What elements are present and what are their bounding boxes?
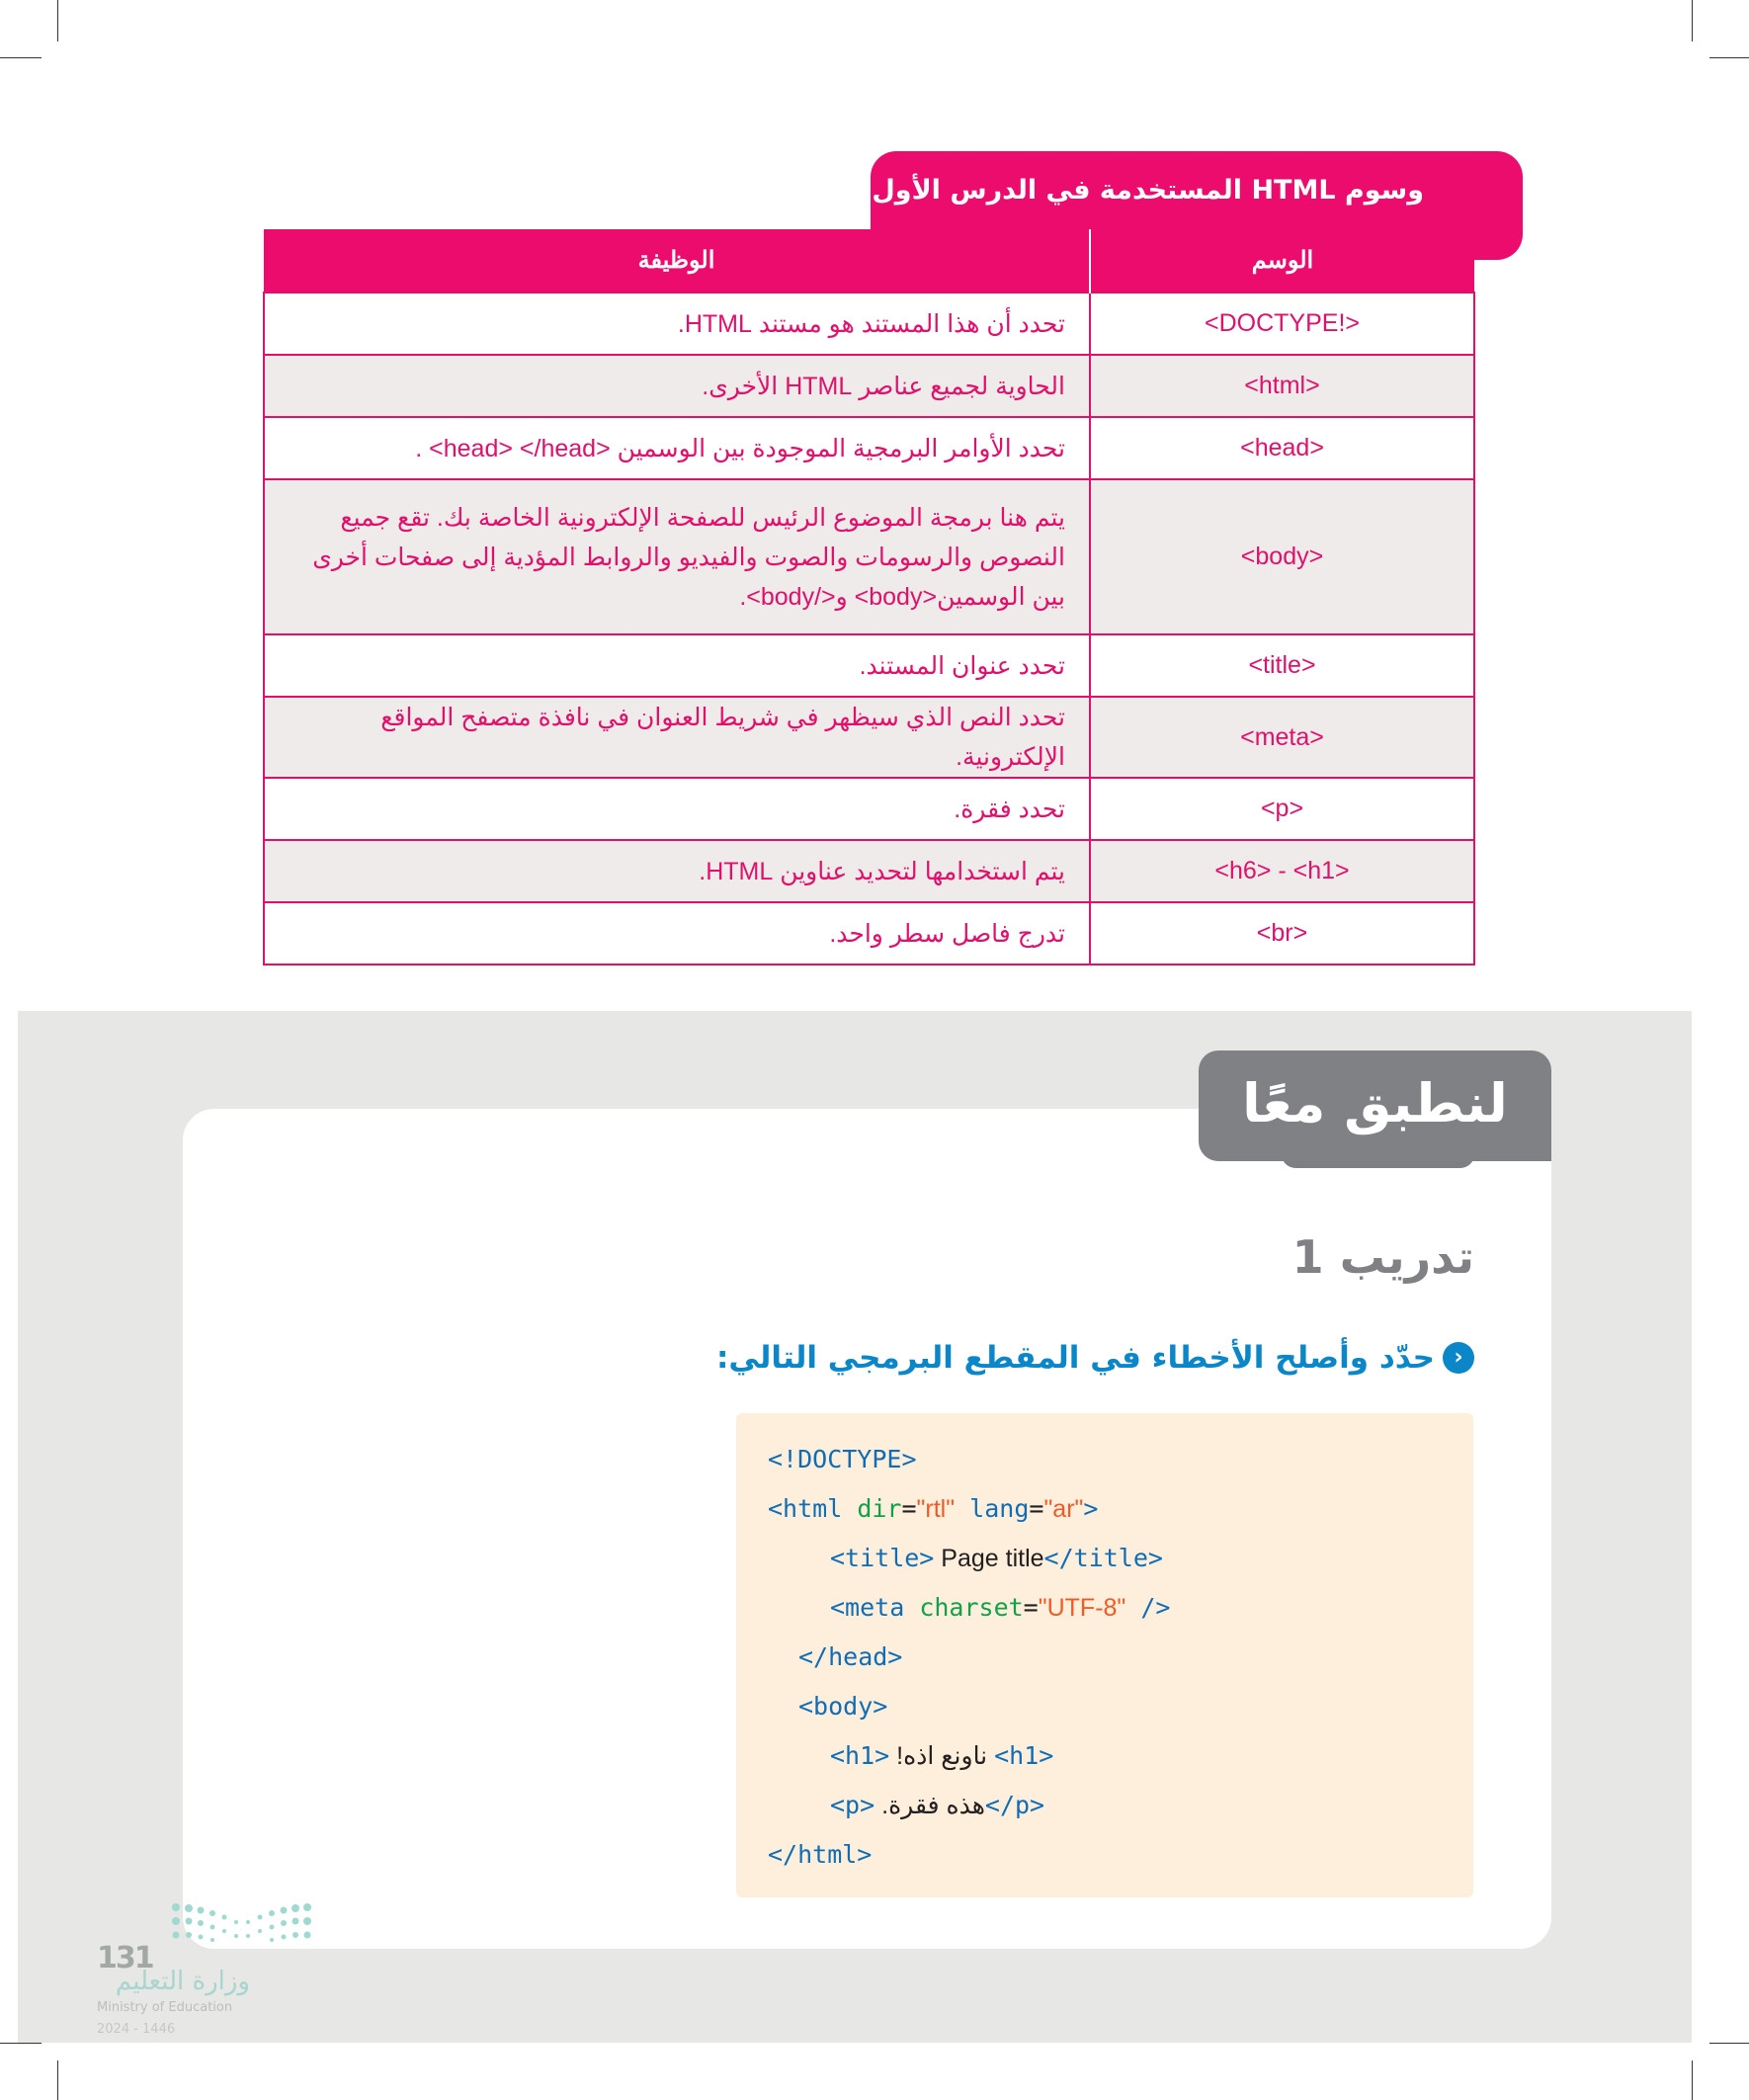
code-line: </head> bbox=[798, 1642, 903, 1671]
tag-cell: <p> bbox=[1089, 777, 1475, 841]
chevron-circle-icon: ‹ bbox=[1443, 1342, 1474, 1374]
function-cell: تحدد الأوامر البرمجية الموجودة بين الوسم… bbox=[263, 416, 1091, 480]
crop-mark bbox=[1692, 0, 1693, 42]
code-snippet: <!DOCTYPE> <html dir="rtl" lang="ar"> <t… bbox=[736, 1413, 1473, 1897]
tag-cell: <head> bbox=[1089, 416, 1475, 480]
table-row: <!DOCTYPE> تحدد أن هذا المستند هو مستند H… bbox=[263, 292, 1475, 356]
function-cell: تحدد النص الذي سيظهر في شريط العنوان في … bbox=[263, 696, 1091, 779]
tag-cell: <body> bbox=[1089, 478, 1475, 635]
code-line: <meta charset="UTF-8" /> bbox=[830, 1593, 1171, 1622]
table-row: <h6> - <h1> يتم استخدامها لتحديد عناوين H… bbox=[263, 839, 1475, 903]
tag-cell: <meta> bbox=[1089, 696, 1475, 779]
crop-mark bbox=[1709, 2043, 1749, 2044]
table-caption: وسوم HTML المستخدمة في الدرس الأول bbox=[872, 175, 1424, 206]
code-line: <p> .هذه فقرة</p> bbox=[830, 1791, 1045, 1819]
html-tags-table: الوسم الوظيفة <!DOCTYPE> تحدد أن هذا المس… bbox=[263, 229, 1475, 966]
header-function: الوظيفة bbox=[264, 229, 1090, 293]
crop-mark bbox=[0, 57, 42, 58]
instruction-text: حدّد وأصلح الأخطاء في المقطع البرمجي الت… bbox=[716, 1340, 1435, 1376]
tag-cell: <br> bbox=[1089, 901, 1475, 966]
tag-cell: <title> bbox=[1089, 633, 1475, 698]
table-row: <body> يتم هنا برمجة الموضوع الرئيس للصفح… bbox=[263, 478, 1475, 635]
instruction: ‹ حدّد وأصلح الأخطاء في المقطع البرمجي ا… bbox=[716, 1340, 1474, 1376]
crop-mark bbox=[57, 2060, 58, 2100]
code-line: <html dir="rtl" lang="ar"> bbox=[768, 1494, 1099, 1523]
ministry-name-en: Ministry of Education bbox=[97, 2000, 233, 2015]
code-line: </html> bbox=[768, 1840, 873, 1869]
crop-mark bbox=[1709, 57, 1749, 58]
ministry-logo: 131 وزارة التعليم Ministry of Education … bbox=[97, 1897, 334, 2046]
code-line: <body> bbox=[798, 1692, 888, 1721]
table-row: <br> تدرج فاصل سطر واحد. bbox=[263, 901, 1475, 966]
tag-cell: <html> bbox=[1089, 354, 1475, 418]
table-row: <title> تحدد عنوان المستند. bbox=[263, 633, 1475, 698]
edition-year: 2024 - 1446 bbox=[97, 2022, 176, 2037]
crop-mark bbox=[1692, 2060, 1693, 2100]
header-tag: الوسم bbox=[1089, 229, 1474, 293]
code-line: <h1> !هذا عنوان <h1> bbox=[830, 1741, 1054, 1770]
table-row: <head> تحدد الأوامر البرمجية الموجودة بين… bbox=[263, 416, 1475, 480]
table-row: <p> تحدد فقرة. bbox=[263, 777, 1475, 841]
table-row: <meta> تحدد النص الذي سيظهر في شريط العنو… bbox=[263, 696, 1475, 779]
code-line: <!DOCTYPE> bbox=[768, 1445, 917, 1473]
page-number: 131 bbox=[97, 1941, 155, 1975]
code-line: <title> Page title</title> bbox=[830, 1544, 1163, 1572]
crop-mark bbox=[57, 0, 58, 42]
logo-dots-icon bbox=[172, 1903, 311, 1942]
tag-cell: <!DOCTYPE> bbox=[1089, 292, 1475, 356]
function-cell: يتم استخدامها لتحديد عناوين HTML. bbox=[263, 839, 1091, 903]
section-badge: لنطبق معًا bbox=[1199, 1050, 1551, 1161]
ministry-name-ar: وزارة التعليم bbox=[115, 1967, 250, 1996]
function-cell: تحدد أن هذا المستند هو مستند HTML. bbox=[263, 292, 1091, 356]
exercise-title: تدريب 1 bbox=[1291, 1230, 1474, 1284]
tag-cell: <h6> - <h1> bbox=[1089, 839, 1475, 903]
crop-mark bbox=[0, 2043, 42, 2044]
function-cell: يتم هنا برمجة الموضوع الرئيس للصفحة الإل… bbox=[263, 478, 1091, 635]
table-row: <html> الحاوية لجميع عناصر HTML الأخرى. bbox=[263, 354, 1475, 418]
function-cell: تدرج فاصل سطر واحد. bbox=[263, 901, 1091, 966]
function-cell: تحدد عنوان المستند. bbox=[263, 633, 1091, 698]
function-cell: تحدد فقرة. bbox=[263, 777, 1091, 841]
function-cell: الحاوية لجميع عناصر HTML الأخرى. bbox=[263, 354, 1091, 418]
